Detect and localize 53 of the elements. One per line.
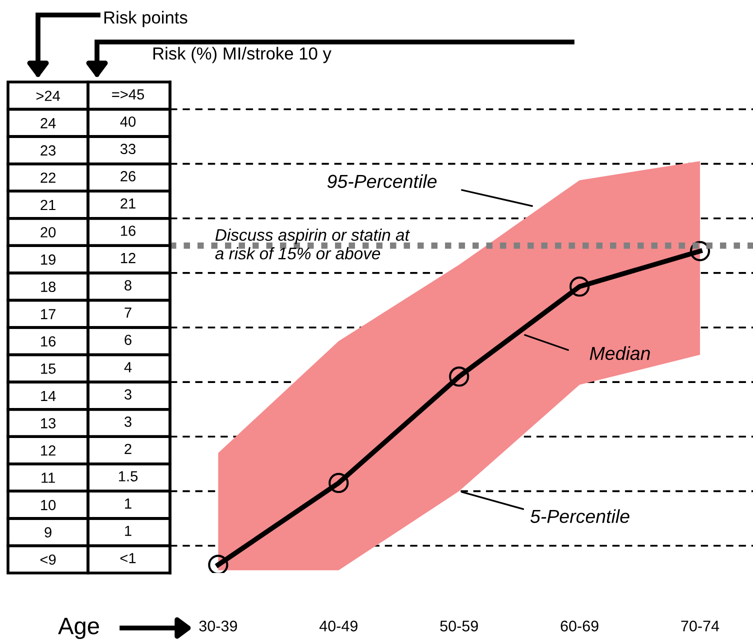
- y-tick-label: 16: [41, 336, 56, 347]
- point: [328, 472, 349, 494]
- y-axis-title: Risk points: [104, 10, 188, 28]
- legend-label: Median: [590, 346, 650, 360]
- text: 3: [124, 389, 132, 400]
- text: 12: [121, 252, 136, 264]
- x-tick-label: 70-74: [681, 620, 720, 632]
- text: 6: [124, 334, 132, 346]
- y-tick-label: >24: [36, 90, 60, 101]
- text: 4: [124, 362, 132, 372]
- text: 1: [125, 526, 132, 536]
- text: 7: [124, 308, 132, 318]
- y-tick-label: <9: [40, 554, 56, 565]
- y-tick-label: 13: [41, 418, 56, 428]
- y-tick-label: 24: [40, 118, 56, 128]
- y-tick-label: 10: [41, 500, 56, 510]
- x-axis-title: Age: [58, 618, 99, 640]
- text: 26: [120, 171, 136, 182]
- text: 1.5: [118, 471, 138, 482]
- y-tick-label: 22: [40, 172, 56, 183]
- annotation: 5-Percentile: [530, 509, 630, 524]
- y-tick-label: 12: [41, 445, 56, 456]
- text: =>45: [112, 89, 144, 100]
- text: 21: [120, 198, 136, 209]
- text: 8: [124, 280, 132, 290]
- y-tick-label: 11: [42, 472, 55, 483]
- point: [449, 366, 470, 387]
- ref-line-label: Discuss aspirin or statin at a risk of 15% or above: [215, 228, 410, 260]
- point: [569, 276, 590, 297]
- text: 40: [120, 116, 136, 127]
- y-tick-label: 20: [40, 227, 56, 238]
- text: 16: [121, 226, 136, 236]
- text: 3: [124, 416, 132, 427]
- point: [690, 241, 710, 262]
- y-tick-label: 14: [41, 390, 56, 401]
- text: 33: [120, 144, 136, 154]
- text: Risk (%) MI/stroke 10 y: [153, 46, 332, 64]
- y-tick-label: 9: [44, 527, 52, 538]
- annotation: 95-Percentile: [327, 174, 437, 188]
- y-tick-label: 18: [41, 282, 56, 292]
- y-tick-label: 17: [41, 309, 56, 320]
- x-tick-label: 30-39: [199, 620, 237, 632]
- y-tick-label: 21: [40, 200, 56, 210]
- y-tick-label: 15: [41, 364, 56, 374]
- x-tick-label: 60-69: [560, 620, 598, 632]
- text: 1: [125, 498, 132, 509]
- y-tick-label: 23: [40, 145, 56, 156]
- y-tick-label: 19: [41, 254, 56, 265]
- text: <1: [120, 553, 136, 564]
- point: [208, 554, 228, 573]
- text: 2: [124, 444, 132, 454]
- x-tick-label: 40-49: [319, 620, 358, 632]
- x-tick-label: 50-59: [440, 620, 478, 632]
